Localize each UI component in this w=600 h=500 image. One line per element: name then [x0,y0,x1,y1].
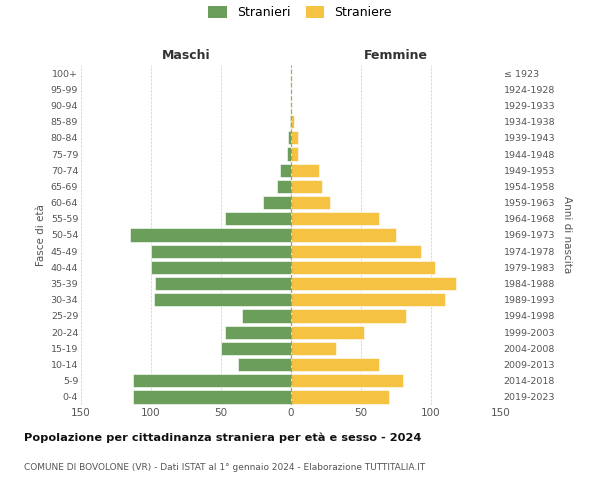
Bar [291,293,445,306]
Bar [291,277,456,290]
Bar [291,310,406,322]
Bar [291,228,396,241]
Bar [130,228,291,241]
Bar [151,260,291,274]
Bar [291,148,298,160]
Bar [291,326,364,339]
Text: Femmine: Femmine [364,49,428,62]
Bar [291,196,330,209]
Bar [291,244,421,258]
Text: Popolazione per cittadinanza straniera per età e sesso - 2024: Popolazione per cittadinanza straniera p… [24,432,421,443]
Text: COMUNE DI BOVOLONE (VR) - Dati ISTAT al 1° gennaio 2024 - Elaborazione TUTTITALI: COMUNE DI BOVOLONE (VR) - Dati ISTAT al … [24,462,425,471]
Bar [291,358,379,371]
Bar [277,180,291,193]
Bar [291,164,319,177]
Bar [291,374,403,388]
Bar [288,131,291,144]
Bar [155,277,291,290]
Bar [290,115,291,128]
Bar [291,342,336,355]
Bar [287,148,291,160]
Bar [291,212,379,226]
Bar [291,260,435,274]
Bar [291,390,389,404]
Bar [133,374,291,388]
Bar [280,164,291,177]
Legend: Stranieri, Straniere: Stranieri, Straniere [208,6,392,20]
Bar [291,131,298,144]
Bar [221,342,291,355]
Y-axis label: Fasce di età: Fasce di età [37,204,46,266]
Bar [133,390,291,404]
Bar [225,326,291,339]
Bar [151,244,291,258]
Bar [291,115,294,128]
Bar [263,196,291,209]
Bar [238,358,291,371]
Bar [291,180,322,193]
Bar [242,310,291,322]
Y-axis label: Anni di nascita: Anni di nascita [562,196,572,274]
Bar [225,212,291,226]
Text: Maschi: Maschi [161,49,211,62]
Bar [154,293,291,306]
